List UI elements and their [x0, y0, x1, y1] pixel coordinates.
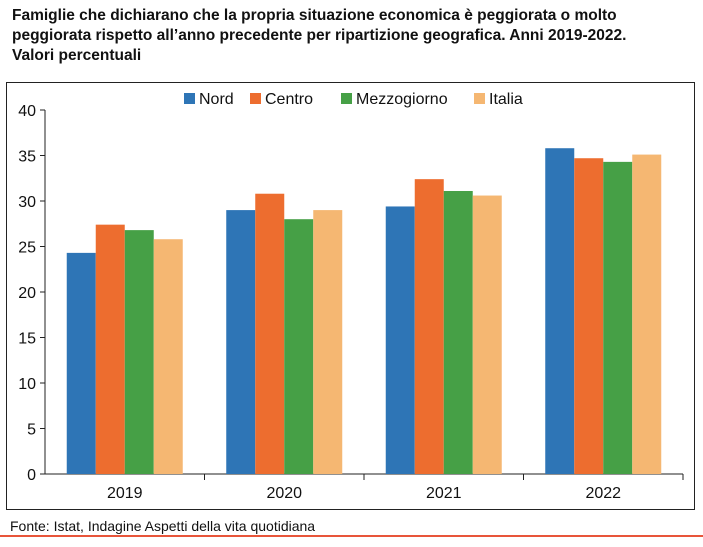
bar-nord-2021	[385, 206, 415, 474]
x-tick-label: 2022	[585, 485, 621, 502]
legend-label-italia: Italia	[489, 91, 523, 108]
footer-rule	[0, 535, 703, 537]
chart-title: Famiglie che dichiarano che la propria s…	[12, 6, 692, 66]
bar-centro-2019	[95, 224, 125, 474]
chart-frame	[6, 82, 695, 510]
bar-mezzogiorno-2019	[124, 230, 154, 474]
bar-italia-2022	[632, 154, 662, 474]
bar-mezzogiorno-2022	[603, 161, 633, 474]
bar-mezzogiorno-2020	[284, 219, 314, 474]
chart-title-line-3: Valori percentuali	[12, 47, 142, 64]
y-tick-label: 35	[18, 149, 36, 166]
legend-label-mezzogiorno: Mezzogiorno	[356, 91, 448, 108]
y-tick-label: 20	[18, 285, 36, 302]
bar-centro-2021	[414, 179, 444, 474]
x-tick-label: 2021	[426, 485, 462, 502]
chart-title-line-2: peggiorata rispetto all’anno precedente …	[12, 27, 627, 44]
y-tick-label: 0	[27, 467, 36, 484]
bar-nord-2019	[66, 252, 96, 474]
y-tick-label: 10	[18, 376, 36, 393]
y-tick-label: 5	[27, 422, 36, 439]
y-tick-label: 25	[18, 240, 36, 257]
bar-centro-2022	[574, 158, 604, 475]
bar-italia-2019	[153, 239, 183, 474]
bar-nord-2022	[545, 148, 575, 474]
source-note: Fonte: Istat, Indagine Aspetti della vit…	[10, 518, 316, 534]
legend-swatch-nord	[184, 93, 195, 104]
chart-title-line-1: Famiglie che dichiarano che la propria s…	[12, 7, 617, 24]
y-tick-label: 40	[18, 103, 36, 120]
legend-swatch-italia	[474, 93, 485, 104]
legend-swatch-mezzogiorno	[341, 93, 352, 104]
legend-label-nord: Nord	[199, 91, 234, 108]
bar-italia-2021	[472, 195, 502, 475]
bar-italia-2020	[313, 210, 343, 474]
x-tick-label: 2020	[266, 485, 302, 502]
legend-label-centro: Centro	[265, 91, 313, 108]
bar-nord-2020	[226, 210, 256, 474]
y-tick-label: 30	[18, 194, 36, 211]
y-tick-label: 15	[18, 331, 36, 348]
x-tick-label: 2019	[107, 485, 143, 502]
legend-swatch-centro	[250, 93, 261, 104]
bar-mezzogiorno-2021	[443, 190, 473, 475]
bar-centro-2020	[255, 193, 285, 474]
